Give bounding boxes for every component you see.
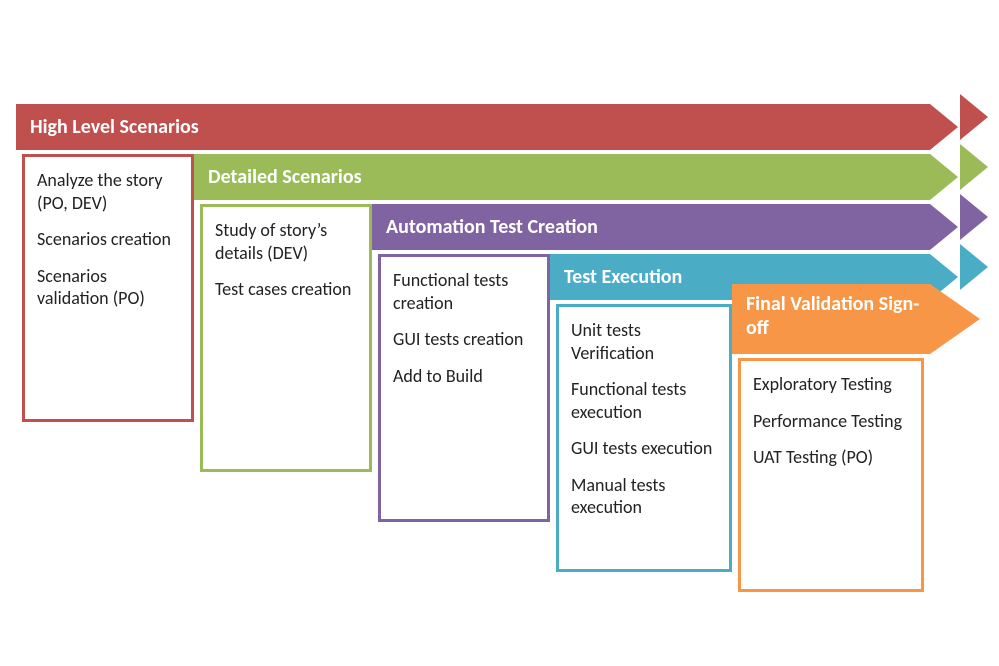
test-execution-header-title: Test Execution — [564, 265, 682, 289]
diagram-stage: High Level Scenarios Analyze the story (P… — [0, 0, 999, 666]
high-level-scenarios-task-2: Scenarios validation (PO) — [37, 265, 179, 310]
high-level-scenarios-tasks-box: Analyze the story (PO, DEV) Scenarios cre… — [22, 154, 194, 422]
automation-test-creation-header: Automation Test Creation — [372, 204, 930, 250]
final-validation-signoff-arrow — [930, 284, 980, 354]
high-level-scenarios-arrow-hint — [960, 94, 988, 140]
detailed-scenarios-arrow — [930, 154, 958, 200]
detailed-scenarios-header: Detailed Scenarios — [194, 154, 930, 200]
detailed-scenarios-tasks-box: Study of story’s details (DEV) Test cases… — [200, 204, 372, 472]
final-validation-signoff-task-0: Exploratory Testing — [753, 373, 909, 396]
test-execution-task-3: Manual tests execution — [571, 474, 717, 519]
test-execution-task-1: Functional tests execution — [571, 378, 717, 423]
high-level-scenarios-task-0: Analyze the story (PO, DEV) — [37, 169, 179, 214]
final-validation-signoff-tasks-box: Exploratory Testing Performance Testing UA… — [738, 358, 924, 592]
test-execution-task-0: Unit tests Verification — [571, 319, 717, 364]
high-level-scenarios-header-title: High Level Scenarios — [30, 115, 199, 139]
automation-test-creation-task-1: GUI tests creation — [393, 328, 535, 351]
automation-test-creation-task-0: Functional tests creation — [393, 269, 535, 314]
automation-test-creation-arrow-hint — [960, 194, 988, 240]
automation-test-creation-tasks-box: Functional tests creation GUI tests creat… — [378, 254, 550, 522]
final-validation-signoff-header-title: Final Validation Sign-off — [746, 292, 930, 340]
high-level-scenarios-arrow — [930, 104, 958, 150]
automation-test-creation-header-title: Automation Test Creation — [386, 215, 598, 239]
high-level-scenarios-task-1: Scenarios creation — [37, 228, 179, 251]
detailed-scenarios-header-title: Detailed Scenarios — [208, 165, 362, 189]
test-execution-tasks-box: Unit tests Verification Functional tests … — [556, 304, 732, 572]
final-validation-signoff-task-1: Performance Testing — [753, 410, 909, 433]
high-level-scenarios-header: High Level Scenarios — [16, 104, 930, 150]
automation-test-creation-task-2: Add to Build — [393, 365, 535, 388]
test-execution-task-2: GUI tests execution — [571, 437, 717, 460]
detailed-scenarios-task-0: Study of story’s details (DEV) — [215, 219, 357, 264]
automation-test-creation-arrow — [930, 204, 958, 250]
detailed-scenarios-task-1: Test cases creation — [215, 278, 357, 301]
detailed-scenarios-arrow-hint — [960, 144, 988, 190]
final-validation-signoff-task-2: UAT Testing (PO) — [753, 446, 909, 469]
final-validation-signoff-header: Final Validation Sign-off — [732, 284, 930, 354]
